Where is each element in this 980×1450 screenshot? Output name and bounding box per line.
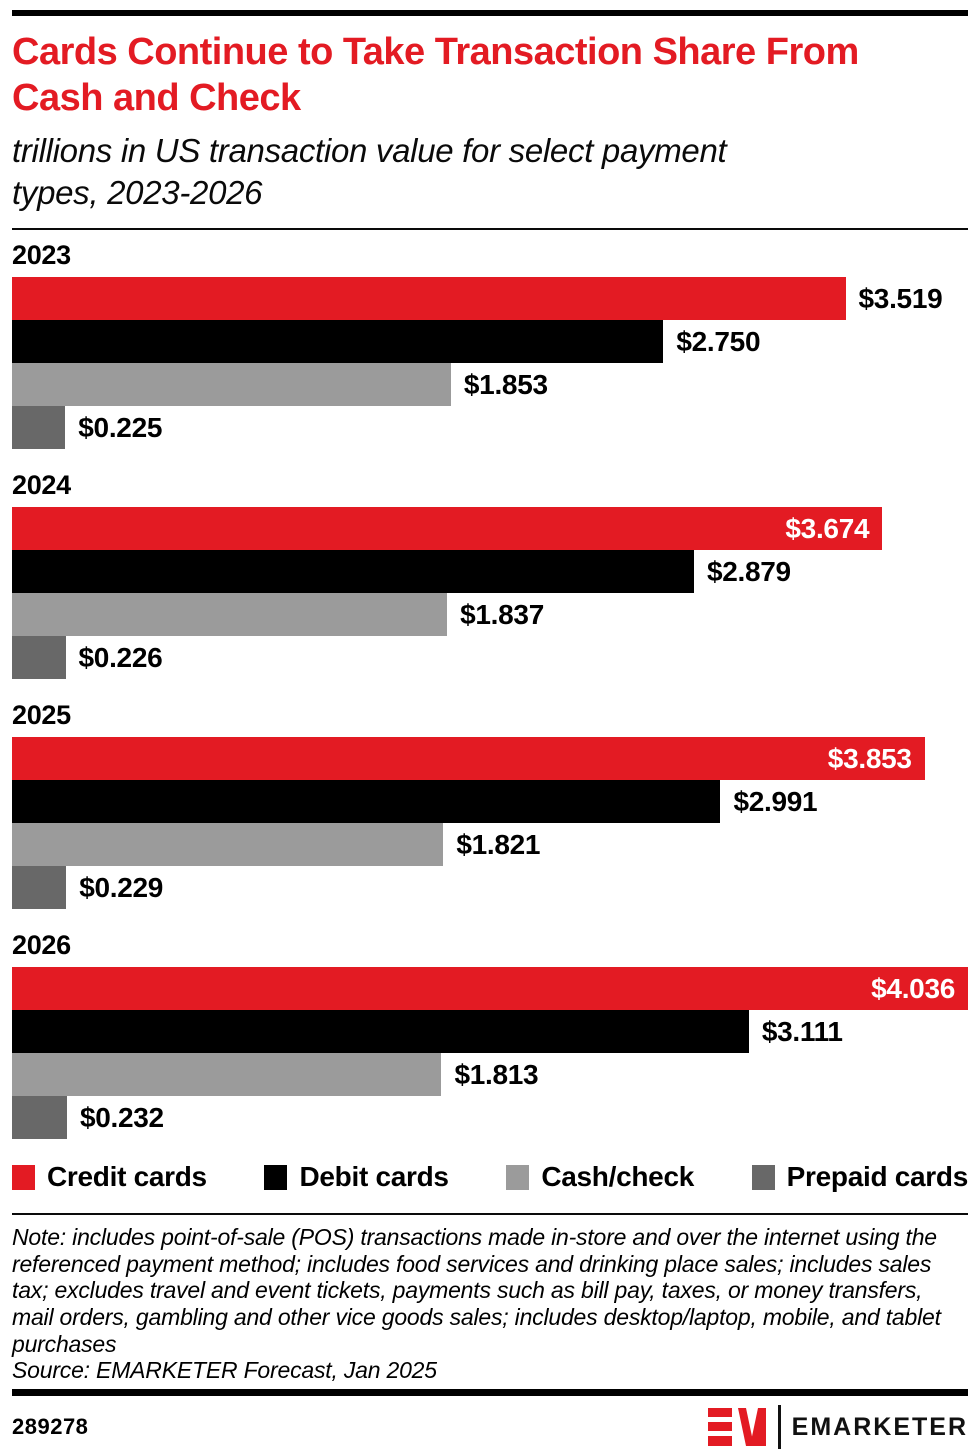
legend-item-cash-check: Cash/check <box>506 1161 694 1193</box>
bar-debit-cards-2025 <box>12 780 721 823</box>
brand-name: EMARKETER <box>791 1412 968 1441</box>
value-label-credit-cards-2023: $3.519 <box>858 282 943 314</box>
value-label-prepaid-cards-2024: $0.226 <box>78 641 163 673</box>
year-group-2026: 2026 $4.036 $3.111 $1.813 $0.232 <box>12 930 968 1139</box>
bar-credit-cards-2025: $3.853 <box>12 737 925 780</box>
value-label-cash-check-2025: $1.821 <box>456 828 541 860</box>
value-label-debit-cards-2026: $3.111 <box>761 1015 843 1047</box>
bar-row-debit-cards-2023: $2.750 <box>12 320 968 363</box>
footer-rule <box>12 1389 968 1397</box>
bar-row-cash-check-2024: $1.837 <box>12 593 968 636</box>
bar-cash-check-2026 <box>12 1053 442 1096</box>
bar-cash-check-2025 <box>12 823 444 866</box>
brand-logo: EMARKETER <box>707 1405 968 1450</box>
bar-debit-cards-2026 <box>12 1010 749 1053</box>
value-label-cash-check-2023: $1.853 <box>463 368 548 400</box>
bar-row-debit-cards-2025: $2.991 <box>12 780 968 823</box>
source-text: Source: EMARKETER Forecast, Jan 2025 <box>12 1357 437 1384</box>
value-label-credit-cards-2026: $4.036 <box>871 972 955 1004</box>
bar-row-prepaid-cards-2026: $0.232 <box>12 1096 968 1139</box>
bar-row-cash-check-2026: $1.813 <box>12 1053 968 1096</box>
bar-prepaid-cards-2025 <box>12 866 67 909</box>
year-label-2023: 2023 <box>12 240 71 270</box>
bar-row-prepaid-cards-2024: $0.226 <box>12 636 968 679</box>
footer: 289278 EMARKETER <box>12 1405 968 1450</box>
bar-credit-cards-2023 <box>12 277 846 320</box>
page-subtitle-line-1: trillions in US transaction value for se… <box>12 132 727 169</box>
year-label-2026: 2026 <box>12 930 71 960</box>
year-group-2023: 2023 $3.519 $2.750 $1.853 $0.225 <box>12 240 968 449</box>
bar-row-debit-cards-2026: $3.111 <box>12 1010 968 1053</box>
value-label-debit-cards-2023: $2.750 <box>676 325 761 357</box>
legend-swatch-debit-cards <box>264 1164 288 1190</box>
value-label-prepaid-cards-2026: $0.232 <box>79 1101 164 1133</box>
bar-prepaid-cards-2024 <box>12 636 66 679</box>
bar-row-cash-check-2023: $1.853 <box>12 363 968 406</box>
legend-label-credit-cards: Credit cards <box>47 1161 207 1192</box>
legend-item-debit-cards: Debit cards <box>264 1161 449 1193</box>
value-label-debit-cards-2024: $2.879 <box>706 555 791 587</box>
emarketer-em-icon <box>707 1408 766 1447</box>
value-label-cash-check-2026: $1.813 <box>454 1058 539 1090</box>
value-label-prepaid-cards-2023: $0.225 <box>78 411 163 443</box>
header-divider <box>12 228 968 230</box>
bar-row-debit-cards-2024: $2.879 <box>12 550 968 593</box>
legend-label-debit-cards: Debit cards <box>299 1161 449 1192</box>
year-label-2025: 2025 <box>12 700 71 730</box>
page-title: Cards Continue to Take Transaction Share… <box>12 29 968 121</box>
bar-cash-check-2023 <box>12 363 451 406</box>
note-divider <box>12 1213 968 1215</box>
bar-debit-cards-2024 <box>12 550 694 593</box>
bar-prepaid-cards-2026 <box>12 1096 67 1139</box>
value-label-credit-cards-2025: $3.853 <box>827 742 912 774</box>
value-label-prepaid-cards-2025: $0.229 <box>79 871 164 903</box>
year-label-2024: 2024 <box>12 470 71 500</box>
top-rule <box>12 10 968 16</box>
bar-row-credit-cards-2025: $3.853 <box>12 737 968 780</box>
bar-credit-cards-2026: $4.036 <box>12 967 968 1010</box>
chart-id: 289278 <box>12 1414 89 1440</box>
legend-swatch-prepaid-cards <box>751 1164 775 1190</box>
legend-item-credit-cards: Credit cards <box>12 1161 207 1193</box>
page-subtitle-line-2: types, 2023-2026 <box>12 174 263 211</box>
bar-debit-cards-2023 <box>12 320 664 363</box>
value-label-credit-cards-2024: $3.674 <box>785 512 870 544</box>
page-subtitle: trillions in US transaction value for se… <box>12 130 968 214</box>
value-label-cash-check-2024: $1.837 <box>460 598 544 630</box>
value-label-debit-cards-2025: $2.991 <box>733 785 818 817</box>
bar-cash-check-2024 <box>12 593 448 636</box>
legend-swatch-cash-check <box>506 1164 530 1190</box>
legend-label-prepaid-cards: Prepaid cards <box>786 1161 969 1192</box>
legend-swatch-credit-cards <box>12 1164 35 1190</box>
bar-row-prepaid-cards-2025: $0.229 <box>12 866 968 909</box>
bar-row-credit-cards-2026: $4.036 <box>12 967 968 1010</box>
bar-credit-cards-2024: $3.674 <box>12 507 883 550</box>
bar-row-credit-cards-2024: $3.674 <box>12 507 968 550</box>
logo-divider <box>777 1405 781 1450</box>
legend-label-cash-check: Cash/check <box>541 1161 694 1192</box>
bar-row-cash-check-2025: $1.821 <box>12 823 968 866</box>
note-text: Note: includes point-of-sale (POS) trans… <box>12 1224 941 1357</box>
bar-row-credit-cards-2023: $3.519 <box>12 277 968 320</box>
legend: Credit cards Debit cards Cash/check Prepaid… <box>12 1161 968 1193</box>
bar-row-prepaid-cards-2023: $0.225 <box>12 406 968 449</box>
year-group-2025: 2025 $3.853 $2.991 $1.821 $0.229 <box>12 700 968 909</box>
bar-prepaid-cards-2023 <box>12 406 66 449</box>
legend-item-prepaid-cards: Prepaid cards <box>751 1161 969 1193</box>
chart: 2023 $3.519 $2.750 $1.853 $0.225 2024 $3.674 $2… <box>12 240 968 1139</box>
page-title-line-1: Cards Continue to Take Transaction Share… <box>12 31 859 73</box>
page-title-line-2: Cash and Check <box>12 77 301 119</box>
year-group-2024: 2024 $3.674 $2.879 $1.837 $0.226 <box>12 470 968 679</box>
